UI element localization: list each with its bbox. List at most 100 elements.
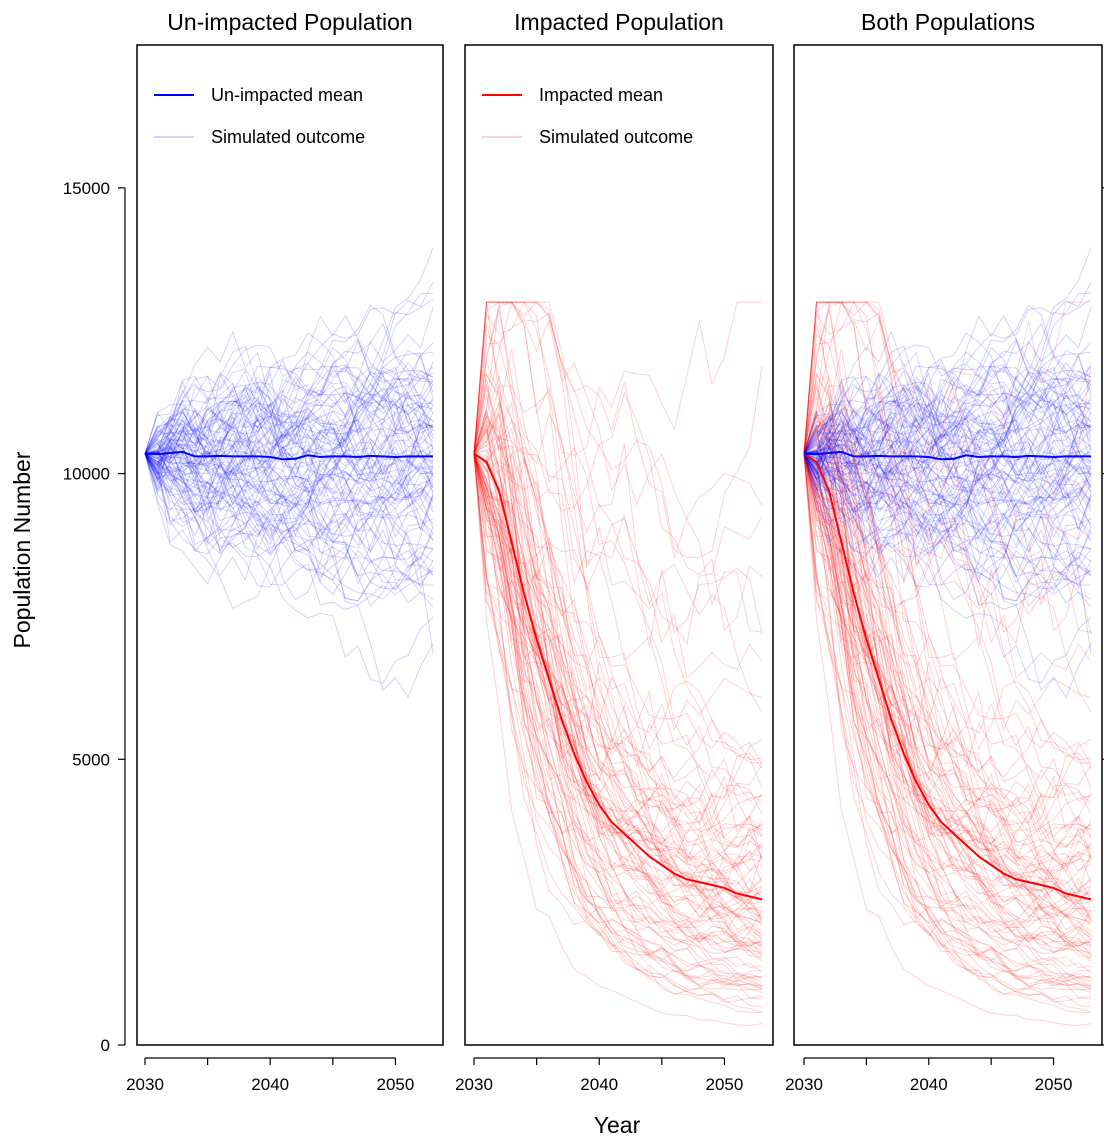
- both-unimpacted-simulated-line-33: [803, 413, 1092, 503]
- both-unimpacted-simulated-line-41: [803, 409, 1092, 495]
- unimpacted-simulated-line-9: [144, 448, 434, 517]
- unimpacted-simulated-line-68: [144, 342, 434, 465]
- unimpacted-simulated-line-32: [144, 373, 434, 465]
- impacted-simulated-line-95: [473, 413, 763, 918]
- both-impacted-simulated-line-79: [803, 453, 1092, 979]
- both-impacted-simulated-line-99: [803, 453, 1092, 884]
- y-tick-label: 0: [101, 1036, 110, 1055]
- unimpacted-simulated-line-18: [144, 338, 434, 482]
- both-impacted-simulated-line-83: [803, 301, 1092, 679]
- impacted-simulated-line-13: [473, 424, 763, 814]
- x-tick-label: 2050: [706, 1075, 744, 1094]
- both-unimpacted-simulated-line-74: [803, 389, 1092, 523]
- y-tick-label: 10000: [63, 465, 110, 484]
- unimpacted-simulated-line-67: [144, 409, 434, 584]
- both-impacted-simulated-line-37: [803, 411, 1092, 866]
- both-unimpacted-simulated-line-91: [803, 339, 1092, 454]
- both-impacted-simulated-line-71: [803, 301, 1092, 559]
- unimpacted-simulated-line-10: [145, 322, 434, 484]
- both-impacted-simulated-line-0: [803, 453, 1092, 981]
- impacted-simulated-line-71: [473, 301, 763, 559]
- both-unimpacted-simulated-line-90: [803, 409, 1092, 536]
- both-impacted-simulated-line-5: [803, 453, 1092, 844]
- both-impacted-simulated-line-75: [803, 453, 1092, 1027]
- both-impacted-simulated-line-7: [803, 420, 1092, 897]
- both-impacted-simulated-line-59: [803, 453, 1092, 962]
- both-unimpacted-simulated-line-88: [803, 411, 1092, 545]
- unimpacted-simulated-line-3: [144, 401, 434, 555]
- impacted-simulated-line-29: [473, 453, 763, 1008]
- both-unimpacted-simulated-line-95: [803, 453, 1092, 576]
- both-unimpacted-simulated-line-46: [803, 378, 1092, 478]
- unimpacted-simulated-line-16: [144, 372, 434, 476]
- both-impacted-simulated-line-93: [803, 453, 1092, 839]
- impacted-simulated-line-46: [473, 309, 763, 894]
- impacted-simulated-line-52: [473, 449, 763, 838]
- both-unimpacted-simulated-line-16: [803, 372, 1092, 476]
- impacted-simulated-line-54: [473, 301, 763, 648]
- both-impacted-simulated-line-36: [803, 387, 1092, 959]
- both-unimpacted-simulated-line-35: [803, 453, 1092, 602]
- impacted-simulated-line-63: [473, 396, 763, 906]
- both-impacted-simulated-line-34: [803, 453, 1092, 999]
- both-impacted-simulated-line-68: [803, 453, 1092, 948]
- impacted-simulated-line-77: [473, 400, 763, 901]
- both-unimpacted-simulated-line-11: [803, 445, 1092, 506]
- both-impacted-simulated-line-20: [803, 453, 1092, 831]
- both-unimpacted-simulated-line-36: [803, 352, 1092, 601]
- impacted-simulated-line-31: [473, 372, 763, 910]
- impacted-simulated-line-97: [473, 453, 763, 860]
- panel-1-title: Un-impacted Population: [167, 9, 412, 35]
- x-tick-label: 2050: [377, 1075, 415, 1094]
- impacted-simulated-line-79: [473, 453, 763, 979]
- impacted-simulated-line-42: [473, 434, 763, 917]
- both-impacted-simulated-line-80: [803, 453, 1092, 898]
- both-unimpacted-simulated-line-2: [803, 364, 1092, 499]
- unimpacted-simulated-line-94: [144, 453, 434, 546]
- unimpacted-simulated-line-5: [144, 426, 434, 549]
- unimpacted-simulated-line-52: [144, 427, 434, 582]
- impacted-simulated-line-2: [473, 302, 763, 849]
- unimpacted-simulated-line-95: [144, 453, 434, 576]
- both-unimpacted-simulated-line-83: [803, 366, 1092, 467]
- both-impacted-simulated-line-1: [803, 301, 1092, 558]
- both-unimpacted-simulated-line-15: [803, 453, 1092, 560]
- panel-2-frame: [464, 44, 774, 1046]
- both-unimpacted-simulated-line-12: [803, 450, 1092, 592]
- both-unimpacted-simulated-line-99: [803, 385, 1092, 456]
- panel-1: Un-impacted Population 2030 2040 2050 Un-imp…: [126, 9, 444, 1094]
- unimpacted-simulated-line-55: [144, 247, 434, 510]
- unimpacted-simulated-line-15: [144, 453, 434, 560]
- both-unimpacted-simulated-line-58: [803, 401, 1092, 521]
- impacted-simulated-line-27: [473, 453, 763, 946]
- impacted-simulated-line-73: [473, 301, 763, 765]
- both-unimpacted-simulated-line-52: [803, 427, 1092, 582]
- unimpacted-simulated-line-39: [144, 450, 434, 508]
- both-unimpacted-simulated-line-28: [803, 451, 1092, 607]
- panel-3: Both Populations 2030 2040 2050: [785, 9, 1103, 1094]
- unimpacted-simulated-line-20: [144, 404, 434, 503]
- legend-label: Un-impacted mean: [211, 85, 363, 105]
- unimpacted-simulated-line-33: [144, 413, 434, 503]
- both-unimpacted-simulated-line-4: [803, 453, 1092, 600]
- y-tick-label: 5000: [72, 750, 110, 769]
- both-unimpacted-simulated-line-17: [803, 304, 1092, 511]
- both-unimpacted-simulated-line-43: [803, 408, 1092, 584]
- both-unimpacted-simulated-line-79: [803, 385, 1092, 497]
- impacted-simulated-line-1: [473, 301, 763, 558]
- x-tick-label: 2040: [910, 1075, 948, 1094]
- unimpacted-simulated-line-27: [144, 365, 434, 531]
- both-impacted-simulated-line-65: [803, 453, 1092, 937]
- legend-label: Simulated outcome: [539, 127, 693, 147]
- unimpacted-simulated-line-64: [144, 410, 434, 507]
- both-unimpacted-simulated-line-55: [803, 247, 1092, 510]
- unimpacted-simulated-line-72: [144, 332, 434, 454]
- impacted-simulated-line-85: [473, 301, 763, 799]
- unimpacted-simulated-line-12: [144, 450, 434, 592]
- unimpacted-simulated-line-2: [144, 364, 434, 499]
- impacted-simulated-line-28: [473, 453, 763, 949]
- panel-1-frame: [136, 44, 444, 1046]
- unimpacted-simulated-line-49: [144, 396, 434, 495]
- impacted-simulated-line-72: [473, 420, 763, 779]
- both-impacted-simulated-line-56: [803, 301, 1091, 456]
